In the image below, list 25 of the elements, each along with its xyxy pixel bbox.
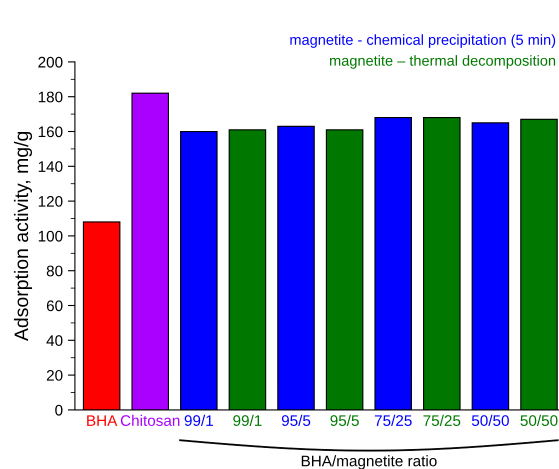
text: magnetite – thermal decomposition xyxy=(330,55,556,69)
x-tick-label: 95/5 xyxy=(282,414,310,426)
x-tick-label: BHA xyxy=(87,415,118,426)
x-tick-label: Chitosan xyxy=(120,414,180,426)
y-tick-label: 20 xyxy=(46,370,63,381)
y-tick-label: 40 xyxy=(46,335,63,346)
text: magnetite - chemical precipitation (5 min) xyxy=(290,34,556,48)
x-axis-title: BHA/magnetite ratio xyxy=(302,455,437,469)
y-tick-label: 0 xyxy=(55,404,63,416)
x-tick-label: 50/50 xyxy=(520,414,558,426)
y-tick-label: 60 xyxy=(46,300,63,312)
y-tick-label: 100 xyxy=(38,230,63,242)
y-tick-label: 180 xyxy=(38,92,63,102)
x-tick-label: 95/5 xyxy=(330,414,359,426)
y-tick-label: 80 xyxy=(46,266,63,276)
y-tick-label: 140 xyxy=(38,161,63,172)
x-tick-label: 75/25 xyxy=(374,414,412,426)
x-tick-label: 50/50 xyxy=(472,414,509,426)
y-tick-label: 120 xyxy=(38,196,63,207)
y-tick-label: 160 xyxy=(38,126,63,138)
x-tick-label: 99/1 xyxy=(233,414,262,426)
x-tick-label: 75/25 xyxy=(423,414,460,426)
y-tick-label: 200 xyxy=(38,56,63,68)
y-axis-title: Adsorption activity, mg/g xyxy=(14,132,32,342)
x-tick-label: 99/1 xyxy=(184,414,213,426)
